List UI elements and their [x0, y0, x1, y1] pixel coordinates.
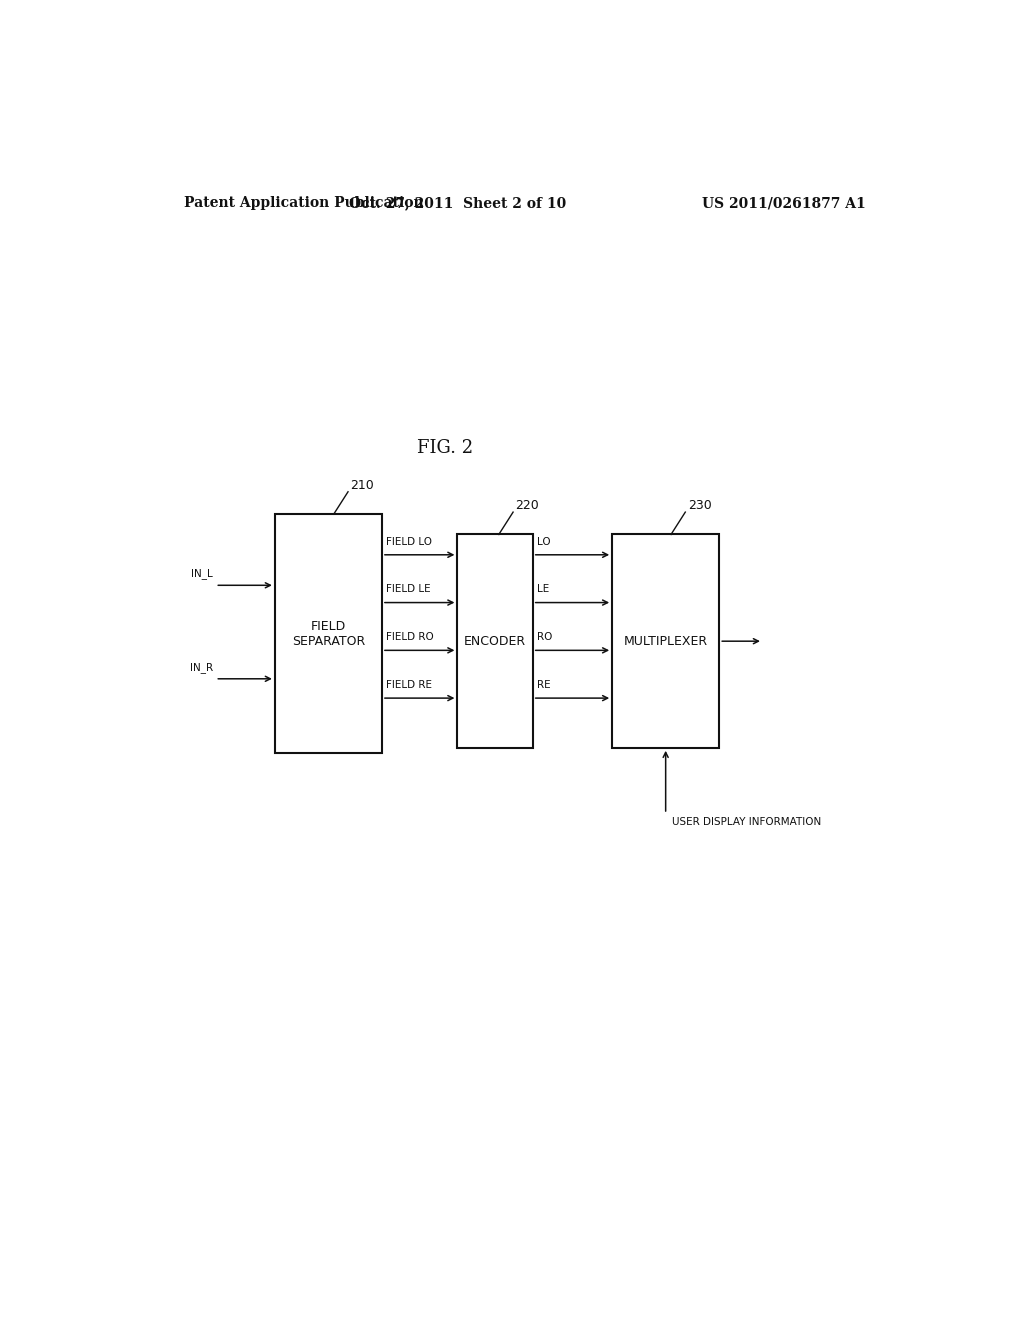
Text: 210: 210 — [350, 479, 374, 492]
Text: FIELD LE: FIELD LE — [386, 585, 430, 594]
Bar — [612, 535, 719, 748]
Text: USER DISPLAY INFORMATION: USER DISPLAY INFORMATION — [672, 817, 821, 828]
Text: FIG. 2: FIG. 2 — [418, 440, 473, 457]
Text: US 2011/0261877 A1: US 2011/0261877 A1 — [702, 197, 866, 210]
Text: 220: 220 — [515, 499, 540, 512]
Text: RO: RO — [537, 632, 552, 643]
Text: ENCODER: ENCODER — [464, 635, 526, 648]
Text: RE: RE — [537, 680, 550, 690]
Text: Patent Application Publication: Patent Application Publication — [183, 197, 423, 210]
Text: IN_R: IN_R — [189, 661, 213, 673]
Text: FIELD
SEPARATOR: FIELD SEPARATOR — [292, 619, 365, 648]
Text: LE: LE — [537, 585, 549, 594]
Bar — [458, 535, 532, 748]
Text: FIELD RE: FIELD RE — [386, 680, 432, 690]
Bar — [274, 515, 382, 752]
Text: FIELD LO: FIELD LO — [386, 537, 432, 546]
Text: FIELD RO: FIELD RO — [386, 632, 434, 643]
Text: IN_L: IN_L — [191, 569, 213, 579]
Text: 230: 230 — [688, 499, 712, 512]
Text: Oct. 27, 2011  Sheet 2 of 10: Oct. 27, 2011 Sheet 2 of 10 — [349, 197, 566, 210]
Text: LO: LO — [537, 537, 550, 546]
Text: MULTIPLEXER: MULTIPLEXER — [624, 635, 708, 648]
